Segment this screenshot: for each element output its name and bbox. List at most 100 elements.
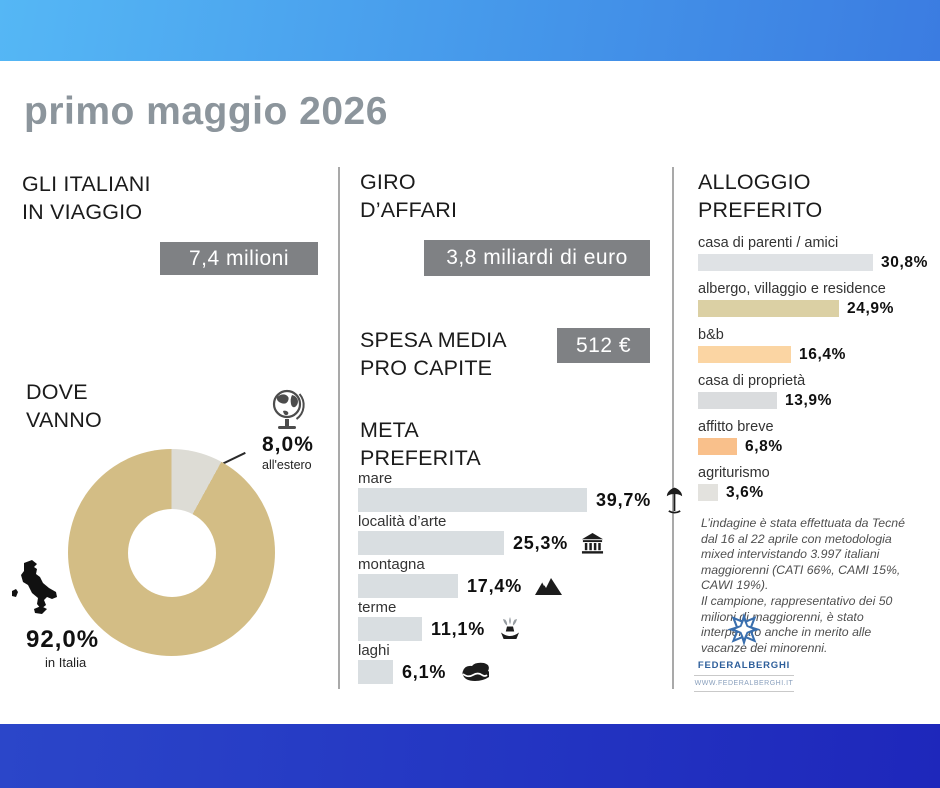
travelers-heading: GLI ITALIANI IN VIAGGIO bbox=[22, 170, 151, 226]
destination-bar-row: montagna 17,4% bbox=[358, 556, 670, 598]
destination-bar-chart: mare 39,7% località d’arte 25,3% montagna 17,… bbox=[358, 470, 683, 687]
travelers-value-box: 7,4 milioni bbox=[160, 242, 318, 275]
bottom-banner bbox=[0, 724, 940, 788]
destination-bar-value: 11,1% bbox=[431, 618, 486, 639]
destination-bar-line: 17,4% bbox=[358, 574, 670, 598]
business-value-box: 3,8 miliardi di euro bbox=[424, 240, 650, 276]
methodology-note-paragraph: L’indagine è stata effettuata da Tecné d… bbox=[701, 516, 905, 593]
logo-divider bbox=[694, 691, 794, 692]
fountain-icon bbox=[498, 616, 522, 642]
lodging-bar bbox=[698, 346, 791, 363]
destination-bar-line: 39,7% bbox=[358, 487, 683, 514]
federalberghi-logo-block: FEDERALBERGHI WWW.FEDERALBERGHI.IT bbox=[694, 610, 794, 696]
lodging-bar-row: albergo, villaggio e residence 24,9% bbox=[698, 282, 934, 317]
federalberghi-emblem-icon bbox=[722, 610, 766, 659]
spend-heading: SPESA MEDIA PRO CAPITE bbox=[360, 326, 507, 382]
lodging-bar bbox=[698, 300, 839, 317]
lodging-bar-value: 6,8% bbox=[745, 437, 783, 455]
lodging-heading-line2: PREFERITO bbox=[698, 198, 823, 222]
lodging-bar-label: b&b bbox=[698, 327, 724, 343]
methodology-note: L’indagine è stata effettuata da Tecné d… bbox=[701, 516, 919, 656]
italy-percent-label: 92,0% bbox=[26, 626, 100, 653]
destination-bar bbox=[358, 574, 458, 598]
globe-icon bbox=[264, 385, 311, 440]
destination-bar-label: località d’arte bbox=[358, 513, 447, 530]
lodging-bar-label: casa di parenti / amici bbox=[698, 235, 839, 251]
estero-percent-label: 8,0% bbox=[262, 433, 314, 456]
destination-bar-label: terme bbox=[358, 599, 397, 616]
mountains-icon bbox=[535, 576, 563, 596]
lodging-heading: ALLOGGIO PREFERITO bbox=[698, 168, 822, 224]
destination-bar-value: 39,7% bbox=[596, 489, 652, 510]
business-heading-line2: D’AFFARI bbox=[360, 198, 458, 222]
italy-map-icon bbox=[9, 560, 57, 625]
destination-bar-label: mare bbox=[358, 470, 393, 487]
lodging-bar bbox=[698, 254, 873, 271]
lodging-bar-value: 30,8% bbox=[881, 253, 928, 271]
lodging-bar-row: b&b 16,4% bbox=[698, 328, 934, 363]
destination-bar-line: 25,3% bbox=[358, 531, 670, 555]
lodging-bar-label: casa di proprietà bbox=[698, 373, 806, 389]
destination-bar-label: montagna bbox=[358, 556, 425, 573]
where-heading: DOVE VANNO bbox=[26, 378, 102, 434]
lodging-bar-value: 16,4% bbox=[799, 345, 846, 363]
logo-divider bbox=[694, 675, 794, 676]
lodging-bar-chart: casa di parenti / amici 30,8% albergo, vil… bbox=[698, 236, 934, 512]
business-heading-line1: GIRO bbox=[360, 170, 416, 194]
donut-chart bbox=[68, 449, 275, 656]
federalberghi-url: WWW.FEDERALBERGHI.IT bbox=[694, 680, 794, 687]
destination-bar-value: 6,1% bbox=[402, 661, 447, 682]
spend-value-box: 512 € bbox=[557, 328, 650, 363]
destination-bar-label: laghi bbox=[358, 642, 390, 659]
destination-bar bbox=[358, 488, 587, 512]
donut-hole bbox=[127, 508, 216, 597]
lake-icon bbox=[459, 662, 490, 682]
lodging-bar-label: affitto breve bbox=[698, 419, 774, 435]
destination-bar-row: mare 39,7% bbox=[358, 470, 683, 514]
italy-text-label: in Italia bbox=[45, 655, 87, 670]
lodging-bar bbox=[698, 438, 737, 455]
travelers-heading-line1: GLI ITALIANI bbox=[22, 172, 151, 196]
methodology-note-paragraph: Il campione, rappresentativo dei 50 mili… bbox=[701, 593, 893, 655]
lodging-bar-line: 16,4% bbox=[698, 346, 934, 363]
lodging-bar bbox=[698, 392, 777, 409]
destination-heading-line2: PREFERITA bbox=[360, 446, 481, 470]
lodging-bar-label: albergo, villaggio e residence bbox=[698, 281, 886, 297]
column-divider bbox=[338, 167, 340, 689]
lodging-bar-line: 24,9% bbox=[698, 300, 934, 317]
spend-heading-line1: SPESA MEDIA bbox=[360, 328, 507, 352]
estero-text-label: all'estero bbox=[262, 458, 312, 472]
destination-bar-value: 25,3% bbox=[513, 532, 569, 553]
business-heading: GIRO D’AFFARI bbox=[360, 168, 457, 224]
lodging-bar-row: agriturismo 3,6% bbox=[698, 466, 934, 501]
destination-heading: META PREFERITA bbox=[360, 416, 481, 472]
destination-bar-row: località d’arte 25,3% bbox=[358, 513, 670, 555]
where-heading-line2: VANNO bbox=[26, 408, 102, 432]
page-title: primo maggio 2026 bbox=[24, 90, 388, 133]
top-banner bbox=[0, 0, 940, 61]
lodging-bar bbox=[698, 484, 718, 501]
lodging-bar-line: 30,8% bbox=[698, 254, 934, 271]
spend-heading-line2: PRO CAPITE bbox=[360, 356, 493, 380]
federalberghi-name: FEDERALBERGHI bbox=[697, 660, 791, 671]
destination-bar bbox=[358, 660, 393, 684]
lodging-bar-value: 13,9% bbox=[785, 391, 832, 409]
destination-bar-value: 17,4% bbox=[467, 575, 523, 596]
lodging-bar-line: 6,8% bbox=[698, 438, 934, 455]
beach-umbrella-icon bbox=[664, 486, 685, 515]
travelers-heading-line2: IN VIAGGIO bbox=[22, 200, 143, 224]
destination-heading-line1: META bbox=[360, 418, 419, 442]
lodging-bar-value: 24,9% bbox=[847, 299, 894, 317]
column-divider bbox=[672, 167, 674, 689]
museum-icon bbox=[581, 532, 604, 555]
destination-bar-row: laghi 6,1% bbox=[358, 642, 670, 684]
destination-bar bbox=[358, 531, 504, 555]
lodging-heading-line1: ALLOGGIO bbox=[698, 170, 811, 194]
where-heading-line1: DOVE bbox=[26, 380, 88, 404]
destination-bar bbox=[358, 617, 422, 641]
destination-bar-line: 6,1% bbox=[358, 660, 670, 684]
destination-bar-row: terme 11,1% bbox=[358, 599, 670, 641]
lodging-bar-row: casa di proprietà 13,9% bbox=[698, 374, 934, 409]
destination-bar-line: 11,1% bbox=[358, 617, 670, 641]
